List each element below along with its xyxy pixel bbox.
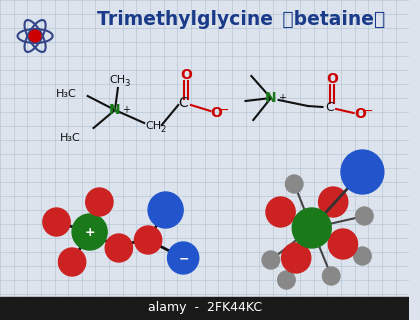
Bar	[0, 297, 409, 320]
Text: +: +	[278, 93, 286, 103]
Text: C: C	[325, 100, 333, 114]
Text: −: −	[363, 105, 373, 117]
Circle shape	[168, 242, 199, 274]
Text: O: O	[326, 72, 338, 86]
Circle shape	[278, 271, 295, 289]
Text: C: C	[178, 96, 188, 110]
Circle shape	[134, 226, 162, 254]
Circle shape	[328, 229, 357, 259]
Circle shape	[86, 188, 113, 216]
Text: +: +	[122, 105, 130, 115]
Circle shape	[319, 187, 348, 217]
Text: CH: CH	[110, 75, 126, 85]
Circle shape	[341, 150, 384, 194]
Circle shape	[286, 175, 303, 193]
Text: N: N	[265, 91, 277, 105]
Circle shape	[105, 234, 132, 262]
Circle shape	[262, 251, 280, 269]
Circle shape	[356, 207, 373, 225]
Text: CH: CH	[146, 121, 162, 131]
Circle shape	[292, 208, 331, 248]
Text: +: +	[84, 226, 95, 238]
Text: Trimethylglycine （betaine）: Trimethylglycine （betaine）	[97, 10, 386, 28]
Circle shape	[58, 248, 86, 276]
Text: N: N	[109, 103, 121, 117]
Text: O: O	[354, 107, 366, 121]
Text: 2: 2	[160, 124, 165, 133]
Circle shape	[281, 243, 311, 273]
Circle shape	[148, 192, 183, 228]
Text: −: −	[219, 103, 229, 116]
Circle shape	[29, 30, 41, 42]
Text: H₃C: H₃C	[60, 133, 81, 143]
Text: alamy  -  2FK44KC: alamy - 2FK44KC	[147, 301, 262, 315]
Text: O: O	[180, 68, 192, 82]
Text: O: O	[210, 106, 222, 120]
Text: 3: 3	[124, 78, 129, 87]
Circle shape	[323, 267, 340, 285]
Circle shape	[43, 208, 70, 236]
Text: −: −	[179, 252, 189, 266]
Text: H₃C: H₃C	[56, 89, 76, 99]
Circle shape	[266, 197, 295, 227]
Circle shape	[72, 214, 107, 250]
Circle shape	[354, 247, 371, 265]
